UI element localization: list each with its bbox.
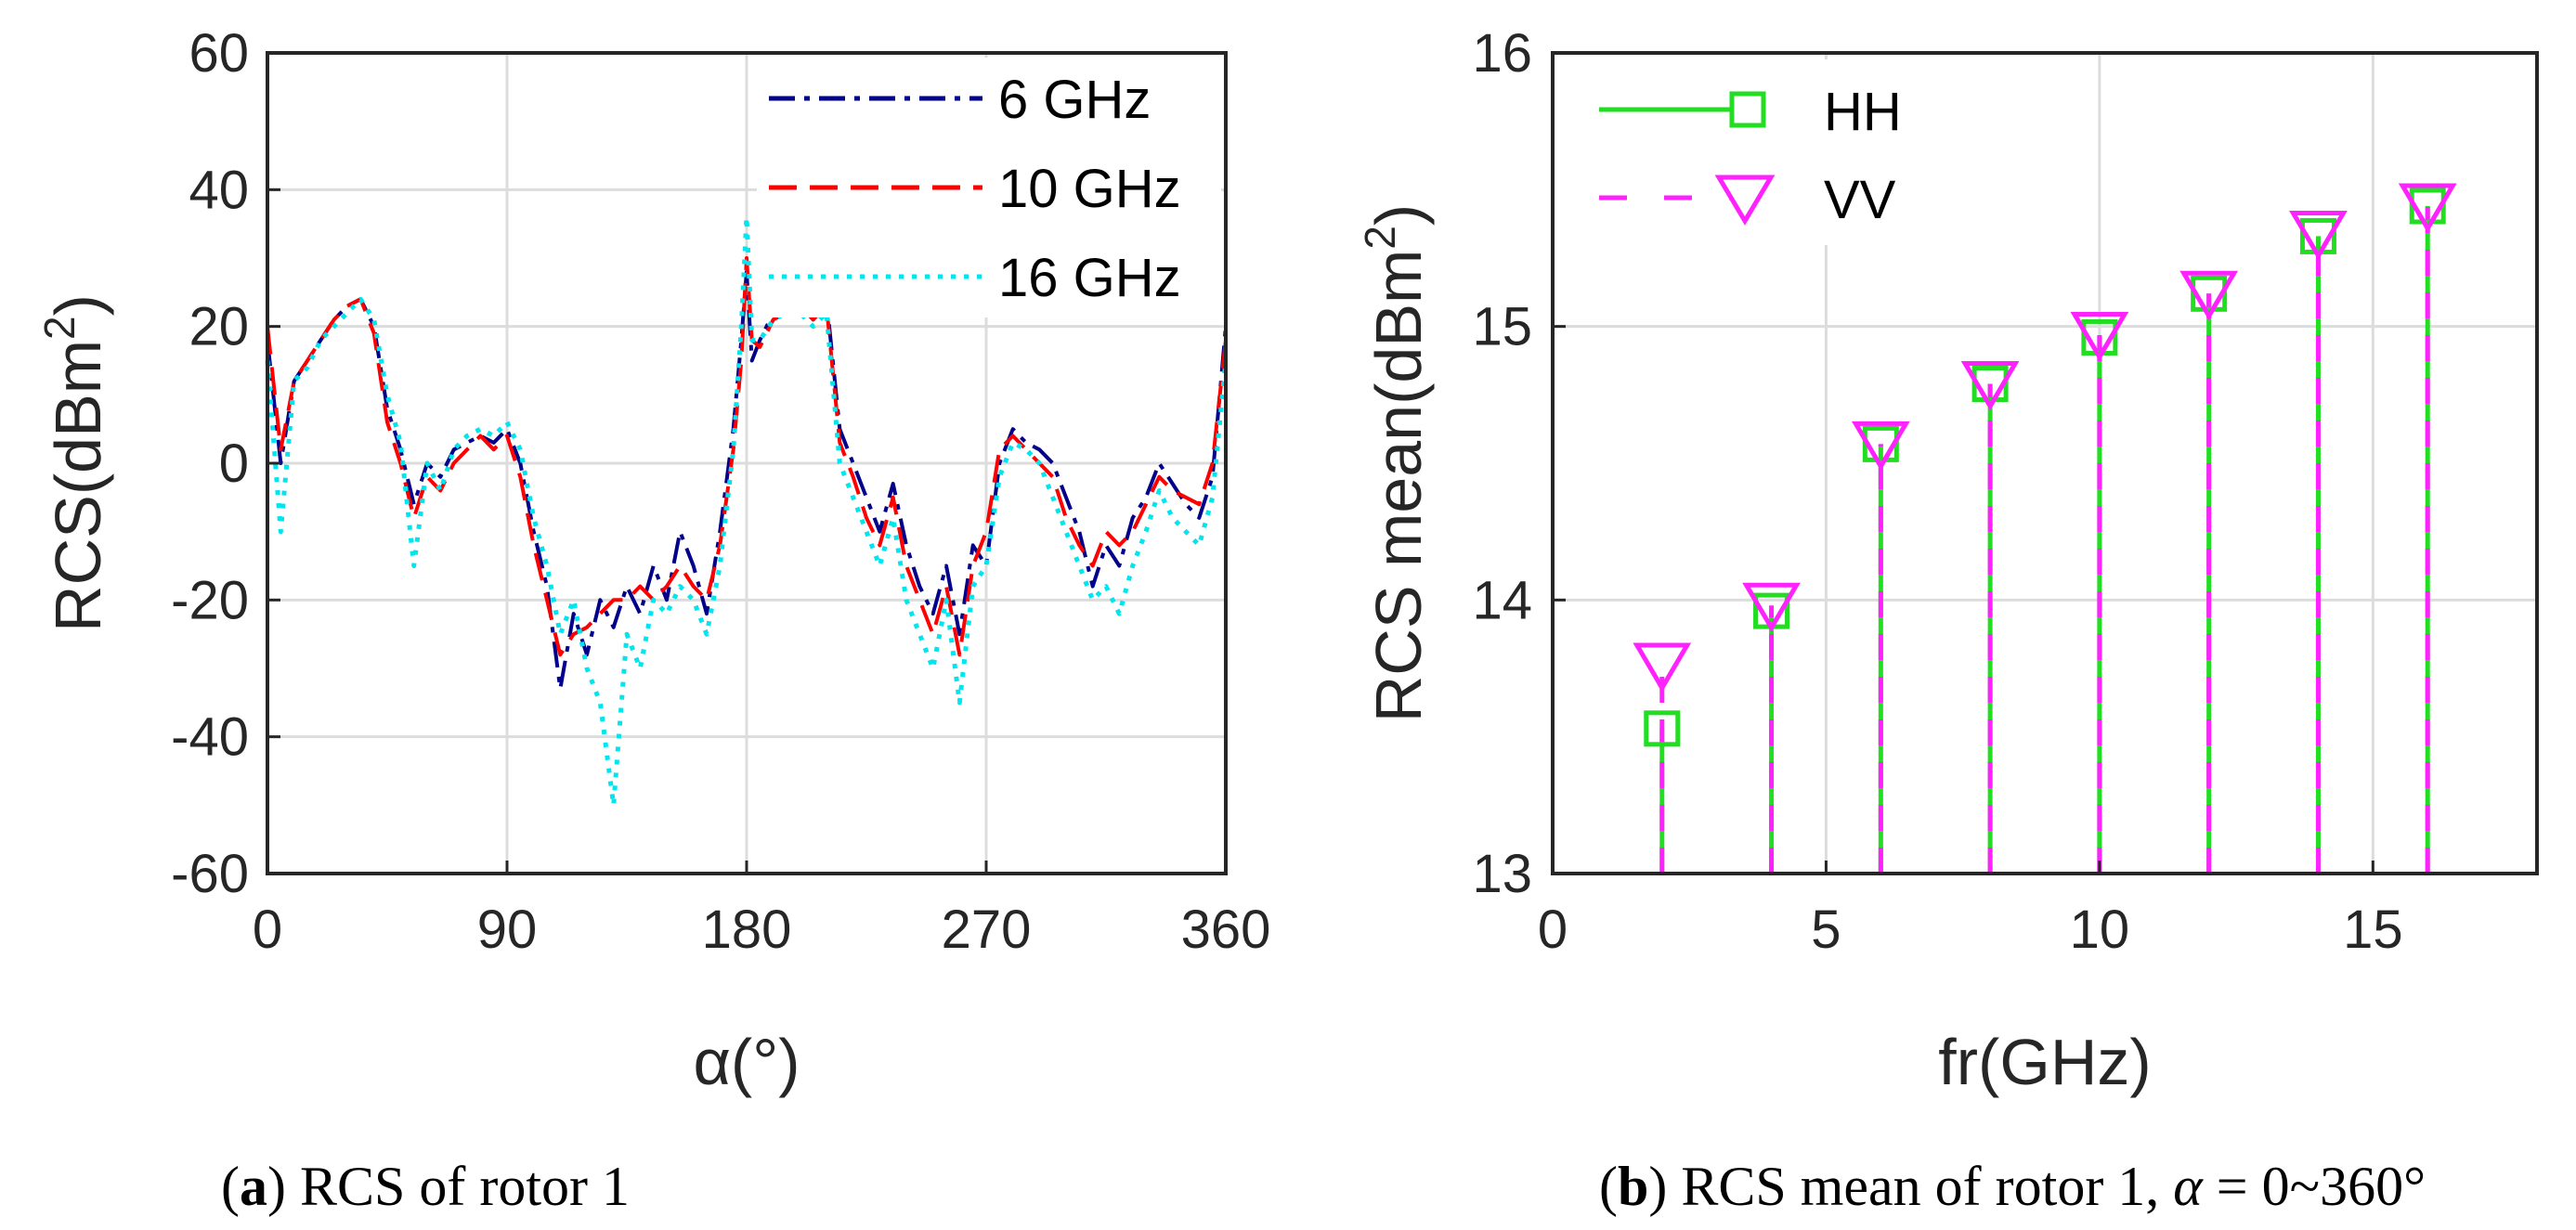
chart-a-ticks: 0 90 180 270 360 -60 -40 -20 0 20 40 60 (171, 23, 1270, 960)
chart-b-x-tick-label: 10 (2070, 900, 2130, 960)
chart-b-x-tick-label: 0 (1538, 900, 1568, 960)
chart-a-y-tick-label: -60 (171, 844, 249, 904)
chart-a-series (265, 214, 1229, 808)
chart-a-legend-label: 16 GHz (998, 248, 1181, 308)
chart-b-y-axis-label: RCS mean(dBm2) (1356, 204, 1435, 723)
chart-b-series (1633, 183, 2457, 874)
chart-a-legend-label: 6 GHz (998, 70, 1151, 130)
chart-a-y-tick-label: 0 (219, 434, 249, 494)
chart-b-legend-marker-vv (1714, 175, 1776, 226)
chart-b-marker-hh (2191, 275, 2228, 312)
caption-b: (b) RCS mean of rotor 1, α = 0~360° (1599, 1156, 2426, 1217)
chart-b-marker-vv (1851, 421, 1910, 472)
chart-b-marker-vv (2070, 312, 2129, 362)
chart-b-marker-vv (2398, 183, 2457, 233)
chart-b-legend-label: HH (1824, 82, 1902, 142)
chart-a-x-tick-label: 270 (942, 900, 1032, 960)
chart-b-marker-vv (1960, 361, 2020, 411)
chart-b-x-axis-label: fr(GHz) (1938, 1026, 2151, 1098)
chart-a-y-tick-label: 60 (189, 23, 249, 84)
chart-a-legend-label: 10 GHz (998, 159, 1181, 219)
chart-b-legend: HH VV (1560, 59, 1932, 245)
chart-b-y-tick-label: 16 (1472, 23, 1532, 84)
chart-b-y-tick-label: 15 (1472, 297, 1532, 357)
chart-a-x-tick-label: 360 (1181, 900, 1271, 960)
chart-a: 0 90 180 270 360 -60 -40 -20 0 20 40 60 6 GHz 10 GHz… (35, 23, 1270, 1098)
chart-b-y-tick-label: 13 (1472, 844, 1532, 904)
chart-b-legend-marker-hh (1729, 91, 1766, 128)
chart-b-marker-vv (1742, 582, 1801, 633)
chart-a-series-line-10-ghz (266, 256, 1228, 657)
chart-b-legend-label: VV (1824, 170, 1896, 230)
chart-b-marker-hh (2409, 188, 2446, 225)
chart-a-x-tick-label: 0 (253, 900, 282, 960)
chart-b-marker-vv (2179, 270, 2239, 321)
chart-a-legend: 6 GHz 10 GHz 16 GHz (757, 58, 1221, 317)
chart-b-marker-hh (1862, 425, 1899, 462)
chart-b-marker-vv (1633, 642, 1692, 693)
chart-a-y-tick-label: 20 (189, 297, 249, 357)
chart-a-y-tick-label: -40 (171, 707, 249, 768)
chart-a-y-axis-label: RCS(dBm2) (35, 294, 114, 632)
chart-b-ticks: 0 5 10 15 13 14 15 16 (1472, 23, 2402, 960)
chart-a-y-tick-label: -20 (171, 570, 249, 630)
caption-a: (a) RCS of rotor 1 (221, 1156, 630, 1217)
chart-b-marker-hh (1644, 710, 1681, 747)
chart-a-x-tick-label: 180 (702, 900, 792, 960)
chart-a-y-tick-label: 40 (189, 160, 249, 220)
chart-b: 0 5 10 15 13 14 15 16 HH VV fr(GHz) RCS mean(dBm… (1356, 23, 2539, 1098)
chart-b-y-tick-label: 14 (1472, 570, 1532, 630)
chart-a-x-axis-label: α(°) (693, 1026, 800, 1098)
chart-a-x-tick-label: 90 (477, 900, 538, 960)
chart-b-plot-frame (1551, 51, 2539, 875)
chart-b-x-tick-label: 15 (2343, 900, 2403, 960)
chart-b-marker-vv (2289, 210, 2348, 261)
chart-b-marker-hh (1971, 366, 2009, 403)
chart-b-x-tick-label: 5 (1811, 900, 1841, 960)
